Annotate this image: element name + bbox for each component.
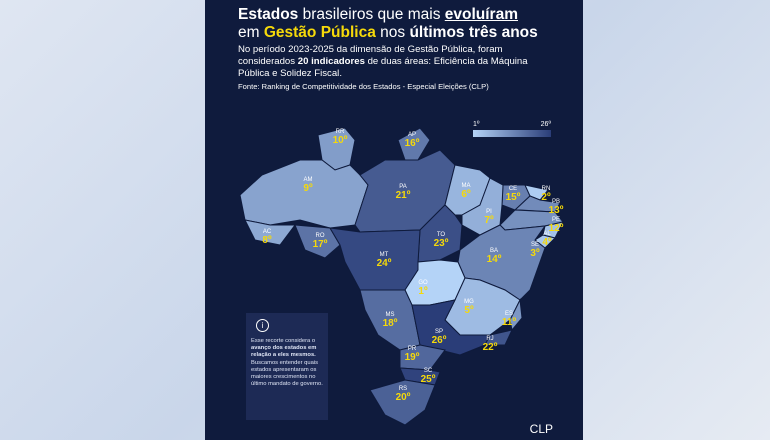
- state-rank: 17º: [313, 239, 328, 250]
- state-abbr: PE: [552, 217, 560, 223]
- note-part: avanço dos estados em relação a eles mes…: [251, 345, 317, 359]
- state-abbr: TO: [437, 232, 446, 238]
- subtitle: No período 2023-2025 da dimensão de Gest…: [238, 44, 538, 80]
- subtitle-part: de duas áreas: Eficiência da Máquina Púb…: [238, 56, 528, 79]
- legend-max: 26º: [541, 121, 552, 128]
- state: [399, 344, 446, 371]
- source: Fonte: Ranking de Competitividade dos Es…: [238, 82, 489, 91]
- state-rank: 16º: [405, 138, 420, 149]
- state-abbr: RJ: [486, 336, 493, 342]
- state-rank: 20º: [396, 392, 411, 403]
- state-abbr: AL: [543, 231, 551, 237]
- note-part: Buscamos entender quais estados apresent…: [251, 359, 323, 388]
- state: [244, 219, 296, 246]
- state-rank: 15º: [506, 192, 521, 203]
- legend-min: 1º: [473, 121, 480, 128]
- state-rank: 10º: [333, 135, 348, 146]
- state-abbr: SC: [424, 368, 433, 374]
- state-rank: 9º: [303, 183, 313, 194]
- state-rank: 13º: [549, 205, 564, 216]
- title: Estados brasileiros que mais evoluíram e…: [238, 6, 558, 42]
- state-rank: 24º: [377, 258, 392, 269]
- state-abbr: RS: [399, 386, 407, 392]
- state-abbr: MS: [386, 312, 395, 318]
- state-abbr: MT: [380, 252, 389, 258]
- state-rank: 23º: [434, 238, 449, 249]
- title-part: nos: [375, 24, 410, 41]
- legend-bar: [473, 130, 551, 137]
- title-part: brasileiros que mais: [298, 6, 445, 23]
- state-abbr: PR: [408, 346, 417, 352]
- state-abbr: CE: [509, 186, 517, 192]
- state: [397, 127, 431, 161]
- state-rank: 7º: [484, 215, 494, 226]
- title-part: Estados: [238, 6, 299, 23]
- state: [484, 329, 513, 346]
- state-rank: 18º: [383, 318, 398, 329]
- state-rank: 3º: [530, 248, 540, 259]
- state-abbr: AP: [408, 132, 416, 138]
- state-rank: 25º: [421, 374, 436, 385]
- title-part: em: [238, 24, 264, 41]
- state-rank: 26º: [432, 335, 447, 346]
- state-abbr: PA: [399, 184, 407, 190]
- state-rank: 21º: [396, 190, 411, 201]
- state-abbr: SE: [531, 242, 539, 248]
- state-rank: 22º: [483, 342, 498, 353]
- state-rank: 4º: [542, 237, 552, 248]
- state-abbr: MG: [464, 299, 474, 305]
- state: [329, 227, 421, 291]
- state-abbr: MA: [462, 183, 471, 189]
- state-abbr: AC: [263, 229, 272, 235]
- state-rank: 8º: [262, 235, 272, 246]
- state-abbr: RO: [316, 233, 325, 239]
- subtitle-part: 20 indicadores: [297, 56, 365, 67]
- state-abbr: BA: [490, 248, 498, 254]
- title-part: últimos três anos: [409, 24, 538, 41]
- state-abbr: PI: [486, 209, 492, 215]
- state-rank: 2º: [541, 192, 551, 203]
- state-rank: 5º: [464, 305, 474, 316]
- note-part: Esse recorte considera o: [251, 338, 316, 344]
- logo: CLP: [530, 422, 553, 436]
- state: [239, 159, 369, 229]
- state-rank: 11º: [502, 317, 517, 328]
- state-abbr: RN: [542, 186, 551, 192]
- state-rank: 14º: [487, 254, 502, 265]
- state-rank: 1º: [418, 286, 428, 297]
- subtitle-part: No período 2023-2025 da dimensão de Gest…: [238, 44, 503, 67]
- states: [239, 127, 564, 426]
- info-icon: i: [256, 319, 269, 332]
- title-part: evoluíram: [444, 6, 518, 23]
- state-abbr: GO: [418, 280, 428, 286]
- state-abbr: PB: [552, 199, 560, 205]
- state-abbr: ES: [505, 311, 513, 317]
- note-box: i Esse recorte considera o avanço dos est…: [246, 313, 328, 420]
- state-abbr: SP: [435, 329, 443, 335]
- state: [509, 298, 523, 332]
- state-rank: 6º: [461, 189, 471, 200]
- state-abbr: RR: [336, 129, 345, 135]
- state: [369, 379, 436, 426]
- state-rank: 12º: [549, 223, 564, 234]
- state: [294, 224, 341, 259]
- title-part: Gestão Pública: [263, 24, 376, 41]
- state-abbr: AM: [304, 177, 313, 183]
- state-rank: 19º: [405, 352, 420, 363]
